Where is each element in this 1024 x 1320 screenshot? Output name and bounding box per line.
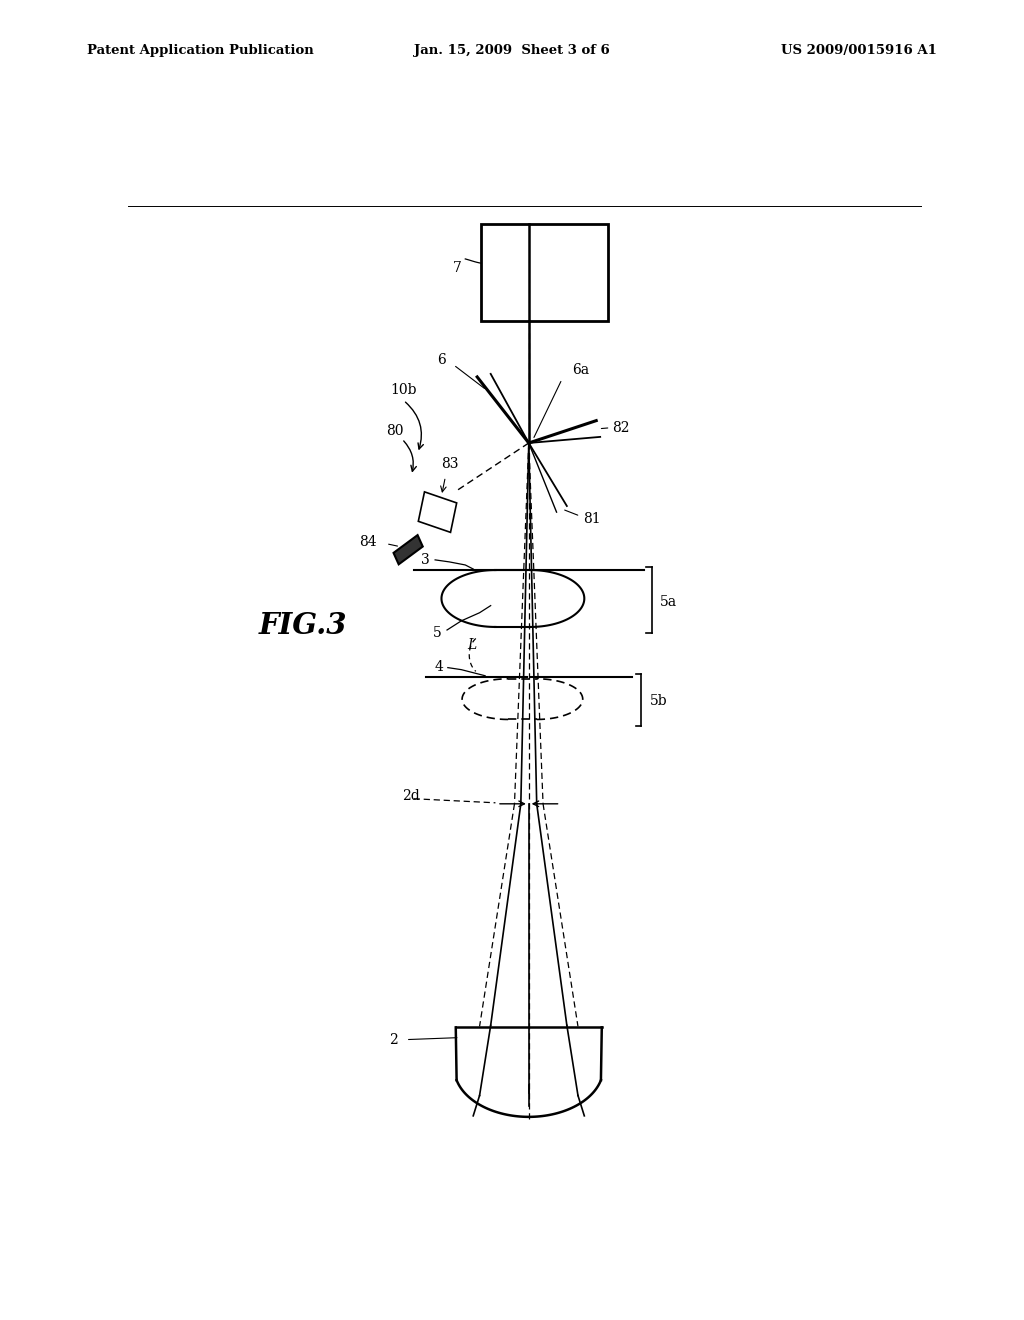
Bar [481,224,608,321]
Text: 82: 82 [612,421,630,434]
Text: Jan. 15, 2009  Sheet 3 of 6: Jan. 15, 2009 Sheet 3 of 6 [414,44,610,57]
Text: 6: 6 [437,352,445,367]
Text: 2: 2 [389,1032,397,1047]
Text: 4: 4 [434,660,443,673]
Text: US 2009/0015916 A1: US 2009/0015916 A1 [781,44,937,57]
Text: 5b: 5b [649,694,667,708]
Text: Patent Application Publication: Patent Application Publication [87,44,313,57]
Text: 80: 80 [386,424,403,438]
Text: 81: 81 [583,512,600,527]
Text: 5a: 5a [659,594,677,609]
Polygon shape [393,535,423,565]
Text: FIG.3: FIG.3 [258,611,347,640]
Text: 3: 3 [421,553,430,566]
Text: 84: 84 [358,535,377,549]
Text: 10b: 10b [390,383,417,397]
Text: 2d: 2d [401,788,420,803]
Text: 7: 7 [453,260,461,275]
Text: 6a: 6a [572,363,590,376]
Text: L: L [467,638,476,652]
Polygon shape [419,492,457,532]
Text: 83: 83 [441,458,459,471]
Text: 5: 5 [433,626,441,640]
